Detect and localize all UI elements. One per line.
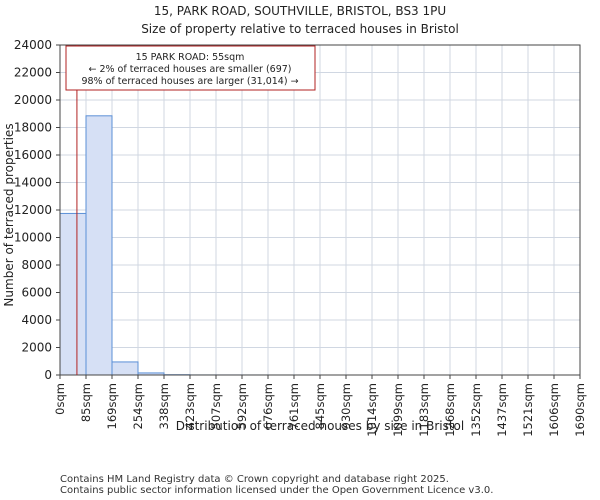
x-tick-label: 676sqm: [261, 383, 275, 429]
y-tick-label: 14000: [14, 176, 52, 190]
annotation-line-2: ← 2% of terraced houses are smaller (697…: [88, 64, 291, 75]
y-axis-label: Number of terraced properties: [2, 123, 16, 306]
x-tick-label: 507sqm: [209, 383, 223, 429]
histogram-bar: [111, 361, 139, 376]
x-tick-label: 1014sqm: [365, 383, 379, 437]
x-tick-label: 1183sqm: [417, 383, 431, 437]
histogram-bar: [59, 212, 87, 376]
y-tick-label: 20000: [14, 93, 52, 107]
y-tick-label: 24000: [14, 38, 52, 52]
x-tick-label: 254sqm: [131, 383, 145, 429]
x-tick-label: 592sqm: [235, 383, 249, 429]
chart-subtitle: Size of property relative to terraced ho…: [141, 22, 459, 36]
x-tick-label: 1099sqm: [391, 383, 405, 437]
y-tick-label: 8000: [21, 258, 52, 272]
annotation-line-3: 98% of terraced houses are larger (31,01…: [81, 76, 298, 87]
x-tick-label: 338sqm: [157, 383, 171, 429]
y-tick-label: 2000: [21, 341, 52, 355]
x-tick-label: 1268sqm: [443, 383, 457, 437]
y-tick-label: 22000: [14, 66, 52, 80]
x-tick-label: 423sqm: [183, 383, 197, 429]
y-tick-label: 10000: [14, 231, 52, 245]
histogram-bar: [85, 115, 113, 376]
x-tick-label: 1521sqm: [521, 383, 535, 437]
x-tick-label: 169sqm: [105, 383, 119, 429]
x-tick-label: 1352sqm: [469, 383, 483, 437]
x-axis-label: Distribution of terraced houses by size …: [176, 419, 464, 433]
annotation-box: 15 PARK ROAD: 55sqm ← 2% of terraced hou…: [65, 45, 316, 91]
y-tick-label: 18000: [14, 121, 52, 135]
x-tick-label: 761sqm: [287, 383, 301, 429]
y-tick-label: 0: [44, 368, 52, 382]
y-tick-label: 16000: [14, 148, 52, 162]
x-tick-label: 1606sqm: [547, 383, 561, 437]
y-tick-label: 12000: [14, 203, 52, 217]
annotation-frame: [65, 45, 316, 91]
annotation-line-1: 15 PARK ROAD: 55sqm: [136, 52, 245, 63]
chart-title: 15, PARK ROAD, SOUTHVILLE, BRISTOL, BS3 …: [153, 4, 447, 18]
footer-line-1: Contains HM Land Registry data © Crown c…: [60, 474, 449, 485]
x-tick-label: 930sqm: [339, 383, 353, 429]
x-tick-label: 845sqm: [313, 383, 327, 429]
y-tick-label: 6000: [21, 286, 52, 300]
footer-line-2: Contains public sector information licen…: [60, 485, 494, 496]
x-tick-label: 1690sqm: [573, 383, 587, 437]
x-tick-label: 0sqm: [53, 383, 67, 415]
x-tick-label: 1437sqm: [495, 383, 509, 437]
x-tick-label: 85sqm: [79, 383, 93, 422]
y-tick-label: 4000: [21, 313, 52, 327]
